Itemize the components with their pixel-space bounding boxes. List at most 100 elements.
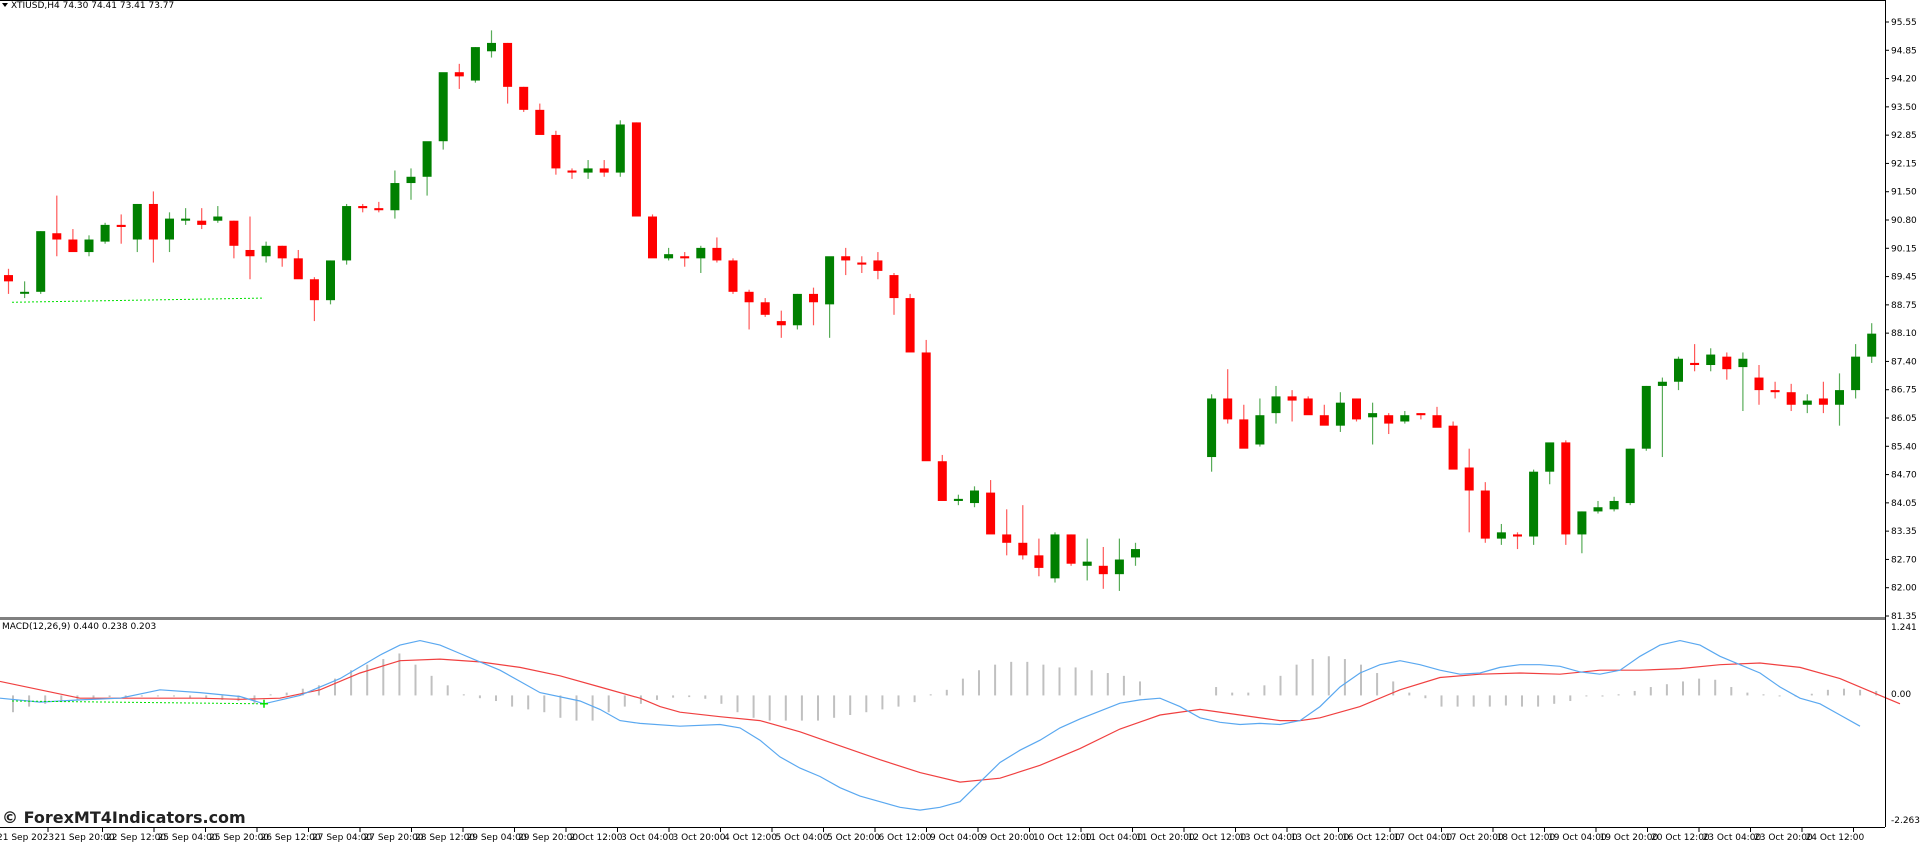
candle	[36, 231, 46, 294]
candle	[1223, 369, 1233, 424]
histogram-bar	[124, 695, 127, 697]
time-tick-label: 9 Oct 04:00	[930, 833, 983, 843]
candle	[245, 216, 255, 280]
candle	[1609, 496, 1619, 512]
histogram-bar	[929, 694, 932, 696]
histogram-bar	[817, 695, 819, 721]
time-tick-label: 4 Oct 12:00	[724, 833, 777, 843]
histogram-bar	[945, 689, 948, 696]
histogram-bar	[1585, 695, 1588, 697]
histogram-bar	[1810, 693, 1813, 696]
candle	[1770, 381, 1780, 399]
time-tick-label: 5 Oct 20:00	[827, 833, 880, 843]
histogram-bar	[704, 695, 707, 699]
histogram-bar	[720, 695, 723, 704]
histogram-bar	[92, 695, 95, 699]
histogram-bar	[897, 695, 900, 707]
candle	[1082, 538, 1092, 581]
candle-body	[1207, 398, 1217, 458]
candle	[358, 203, 368, 213]
candle-body	[1529, 471, 1539, 537]
histogram-bar	[1521, 695, 1523, 707]
histogram-bar	[1295, 664, 1298, 696]
candle-body	[454, 72, 464, 77]
candle	[986, 480, 996, 535]
candle	[1818, 381, 1828, 414]
candle-body	[52, 233, 62, 240]
candle-body	[776, 321, 786, 326]
watermark: © ForexMT4Indicators.com	[2, 808, 246, 827]
histogram-bar	[768, 695, 771, 721]
candle-body	[857, 262, 867, 265]
price-tick-label: 91.50	[1891, 188, 1917, 198]
candle	[1867, 323, 1877, 363]
candle-body	[374, 208, 384, 211]
time-tick-label: 28 Sep 12:00	[415, 833, 475, 843]
price-tick-label: 86.75	[1891, 386, 1917, 396]
histogram-bar	[994, 664, 997, 696]
candle-body	[84, 239, 94, 253]
candle	[1114, 538, 1124, 591]
histogram-bar	[1859, 689, 1862, 696]
dropdown-arrow-icon[interactable]	[2, 3, 8, 7]
candle-body	[1545, 442, 1555, 472]
candle-body	[1368, 413, 1378, 418]
candlestick-series	[4, 30, 1877, 591]
candle	[712, 237, 722, 263]
candle	[1432, 406, 1442, 428]
candle-body	[68, 239, 78, 253]
histogram-bar	[1074, 667, 1077, 696]
candle	[52, 195, 62, 257]
candle	[132, 203, 142, 253]
candle-body	[1384, 415, 1394, 424]
candle	[68, 229, 78, 253]
time-tick-label: 23 Oct 04:00	[1703, 833, 1762, 843]
candle-body	[583, 168, 593, 173]
histogram-bar	[221, 695, 224, 700]
time-tick-label: 25 Sep 04:00	[158, 833, 218, 843]
candle-body	[1480, 490, 1490, 539]
candle	[535, 103, 545, 135]
histogram-bar	[269, 694, 272, 696]
histogram-bar	[1424, 695, 1427, 699]
candle-body	[970, 490, 979, 504]
histogram-bar	[1263, 685, 1266, 696]
candle	[1384, 413, 1394, 435]
price-tick-label: 94.20	[1891, 75, 1917, 85]
histogram-bar	[623, 695, 626, 707]
histogram-bar	[108, 695, 111, 698]
candle	[487, 30, 496, 58]
candle-body	[4, 275, 13, 282]
candle	[1577, 511, 1587, 554]
candle	[1002, 509, 1012, 556]
candle	[760, 298, 770, 317]
candle	[1319, 404, 1329, 426]
candle-body	[438, 72, 448, 142]
candle-body	[1496, 532, 1506, 539]
candle-body	[1448, 425, 1458, 470]
candle	[1448, 421, 1458, 470]
histogram-bar	[978, 670, 980, 696]
histogram-bar	[1058, 667, 1061, 696]
candle-body	[1114, 559, 1124, 575]
time-tick-label: 27 Sep 04:00	[312, 833, 372, 843]
candle-body	[1464, 467, 1474, 491]
candle	[84, 235, 94, 257]
candle	[374, 201, 384, 213]
candle	[1131, 542, 1140, 566]
candle	[921, 339, 931, 462]
candle-body	[132, 203, 142, 240]
candle-body	[1835, 390, 1844, 405]
histogram-bar	[156, 695, 159, 697]
candle-body	[406, 176, 416, 184]
candle-body	[1818, 398, 1828, 405]
histogram-bar	[237, 695, 240, 702]
candle-body	[245, 249, 255, 257]
candle-body	[937, 461, 947, 501]
histogram-bar	[1122, 675, 1125, 696]
candle	[1368, 402, 1378, 445]
candle-body	[1255, 415, 1265, 445]
candle	[390, 170, 400, 219]
candle	[1545, 442, 1555, 485]
